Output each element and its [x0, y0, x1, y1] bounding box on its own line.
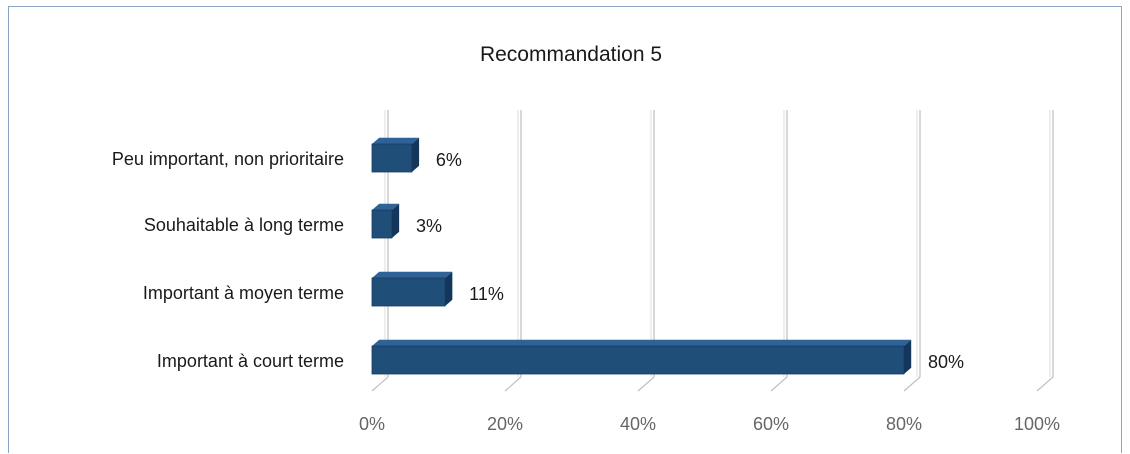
- bar: [371, 209, 393, 239]
- chart-svg: Recommandation 5 0% 20% 40% 60% 80% 100% Peu i…: [112, 43, 1060, 434]
- gridlines: [371, 110, 1054, 392]
- data-label: 80%: [928, 352, 964, 372]
- gridline-floor: [903, 376, 921, 392]
- bar-side: [904, 339, 912, 374]
- bar-side: [411, 137, 420, 172]
- bar-top: [372, 203, 400, 210]
- category-label: Peu important, non prioritaire: [112, 149, 344, 169]
- bar: [371, 345, 905, 375]
- bar-side: [445, 271, 453, 306]
- x-tick-label: 80%: [886, 414, 922, 434]
- category-label: Souhaitable à long terme: [144, 215, 344, 235]
- labels: 0% 20% 40% 60% 80% 100% Peu important, non pri…: [112, 149, 1060, 434]
- bar-top: [372, 271, 453, 278]
- bars: [371, 137, 912, 375]
- bar-top: [372, 137, 420, 144]
- bar-side: [391, 203, 400, 238]
- bar-top: [372, 339, 912, 346]
- category-label: Important à moyen terme: [143, 283, 344, 303]
- bar: [371, 143, 413, 173]
- gridline-floor: [371, 376, 389, 392]
- data-label: 6%: [436, 150, 462, 170]
- data-label: 11%: [469, 284, 504, 304]
- gridline-floor: [637, 376, 655, 392]
- data-label: 3%: [416, 216, 442, 236]
- bar: [371, 277, 446, 307]
- gridline-floor: [1036, 376, 1054, 392]
- gridline-floor: [504, 376, 522, 392]
- x-tick-label: 60%: [753, 414, 789, 434]
- x-tick-label: 100%: [1014, 414, 1060, 434]
- x-tick-label: 20%: [487, 414, 523, 434]
- category-label: Important à court terme: [157, 351, 344, 371]
- x-tick-label: 40%: [620, 414, 656, 434]
- gridline-floor: [770, 376, 788, 392]
- chart-frame: Recommandation 5 0% 20% 40% 60% 80% 100% Peu i…: [8, 6, 1122, 453]
- chart-title: Recommandation 5: [480, 43, 662, 66]
- x-tick-label: 0%: [359, 414, 385, 434]
